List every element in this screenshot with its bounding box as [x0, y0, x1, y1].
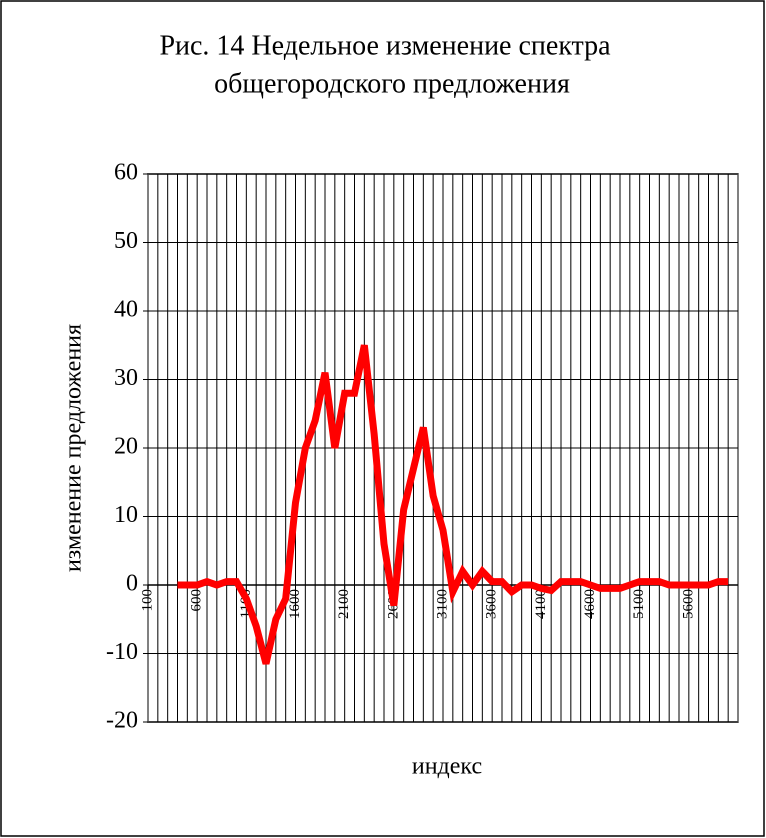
- y-tick-label: 40: [114, 297, 138, 323]
- x-tick-label: 5100: [631, 589, 647, 619]
- x-tick-label: 4100: [533, 589, 549, 619]
- x-tick-label: 2100: [336, 589, 352, 619]
- y-tick-label: 30: [114, 365, 138, 391]
- x-tick-label: 3100: [434, 589, 450, 619]
- x-tick-label: 3600: [484, 589, 500, 619]
- y-tick-label: -10: [106, 639, 138, 665]
- y-tick-label: 10: [114, 502, 138, 528]
- y-tick-label: 60: [114, 160, 138, 186]
- y-axis-label: изменение предложения: [61, 324, 87, 572]
- x-axis-label: индекс: [412, 754, 482, 780]
- y-tick-label: -20: [106, 708, 138, 734]
- chart-title: Рис. 14 Недельное изменение спектра: [159, 30, 611, 61]
- x-tick-label: 4600: [582, 589, 598, 619]
- x-tick-label: 1600: [287, 589, 303, 619]
- x-tick-label: 600: [189, 589, 205, 612]
- y-tick-label: 0: [126, 571, 138, 597]
- x-tick-label: 5600: [680, 589, 696, 619]
- x-tick-label: 100: [139, 589, 155, 612]
- y-tick-label: 20: [114, 434, 138, 460]
- y-tick-label: 50: [114, 228, 138, 254]
- data-line: [177, 344, 729, 665]
- chart-title: общегородского предложения: [214, 68, 570, 99]
